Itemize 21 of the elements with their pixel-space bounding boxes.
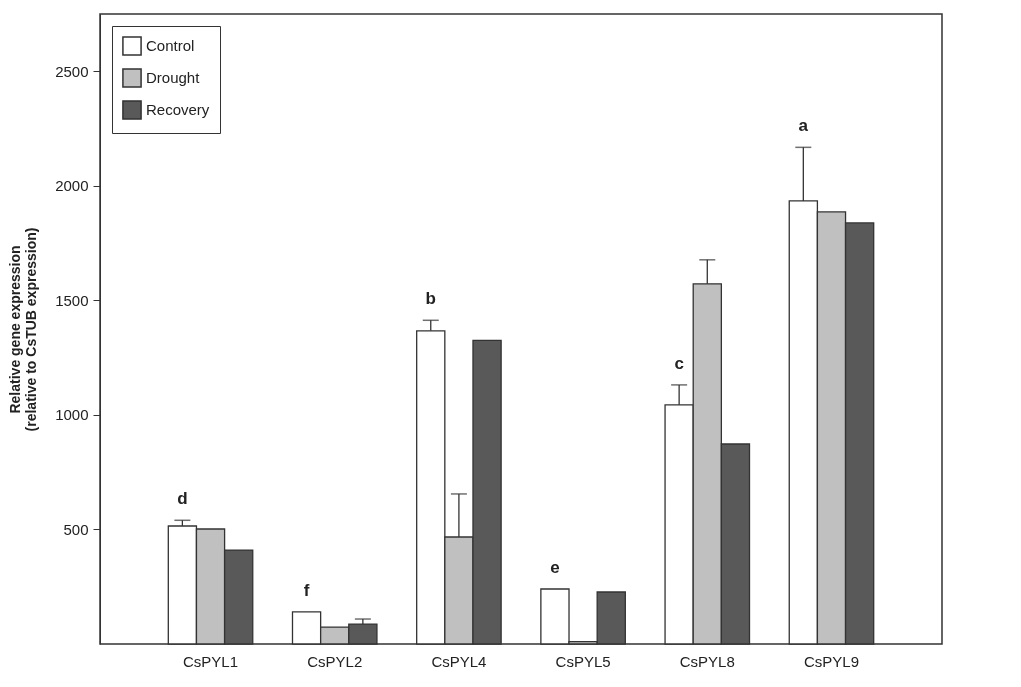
y-axis-title: Relative gene expression (relative to CsTUB expression) [7, 227, 40, 432]
x-tick-label: CsPYL2 [307, 652, 363, 670]
y-tick-label: 2500 [55, 62, 89, 80]
legend-label: Drought [146, 69, 201, 86]
annotation: e [550, 558, 560, 578]
y-tick-label: 1500 [55, 291, 89, 309]
annotation: a [798, 116, 809, 136]
annotation: d [177, 489, 188, 509]
annotation: c [674, 353, 684, 373]
x-tick-label: CsPYL5 [555, 652, 611, 670]
y-tick-label: 500 [63, 520, 89, 538]
legend-label: Recovery [146, 101, 210, 118]
x-tick-label: CsPYL4 [431, 652, 487, 670]
annotation: b [425, 289, 436, 309]
x-tick-label: CsPYL8 [679, 652, 735, 670]
legend-label: Control [146, 37, 195, 54]
y-tick-label: 2000 [55, 177, 89, 195]
x-tick-label: CsPYL9 [803, 652, 859, 670]
x-tick-label: CsPYL1 [183, 652, 239, 670]
annotation: f [303, 580, 310, 600]
y-tick-label: 1000 [55, 406, 89, 424]
